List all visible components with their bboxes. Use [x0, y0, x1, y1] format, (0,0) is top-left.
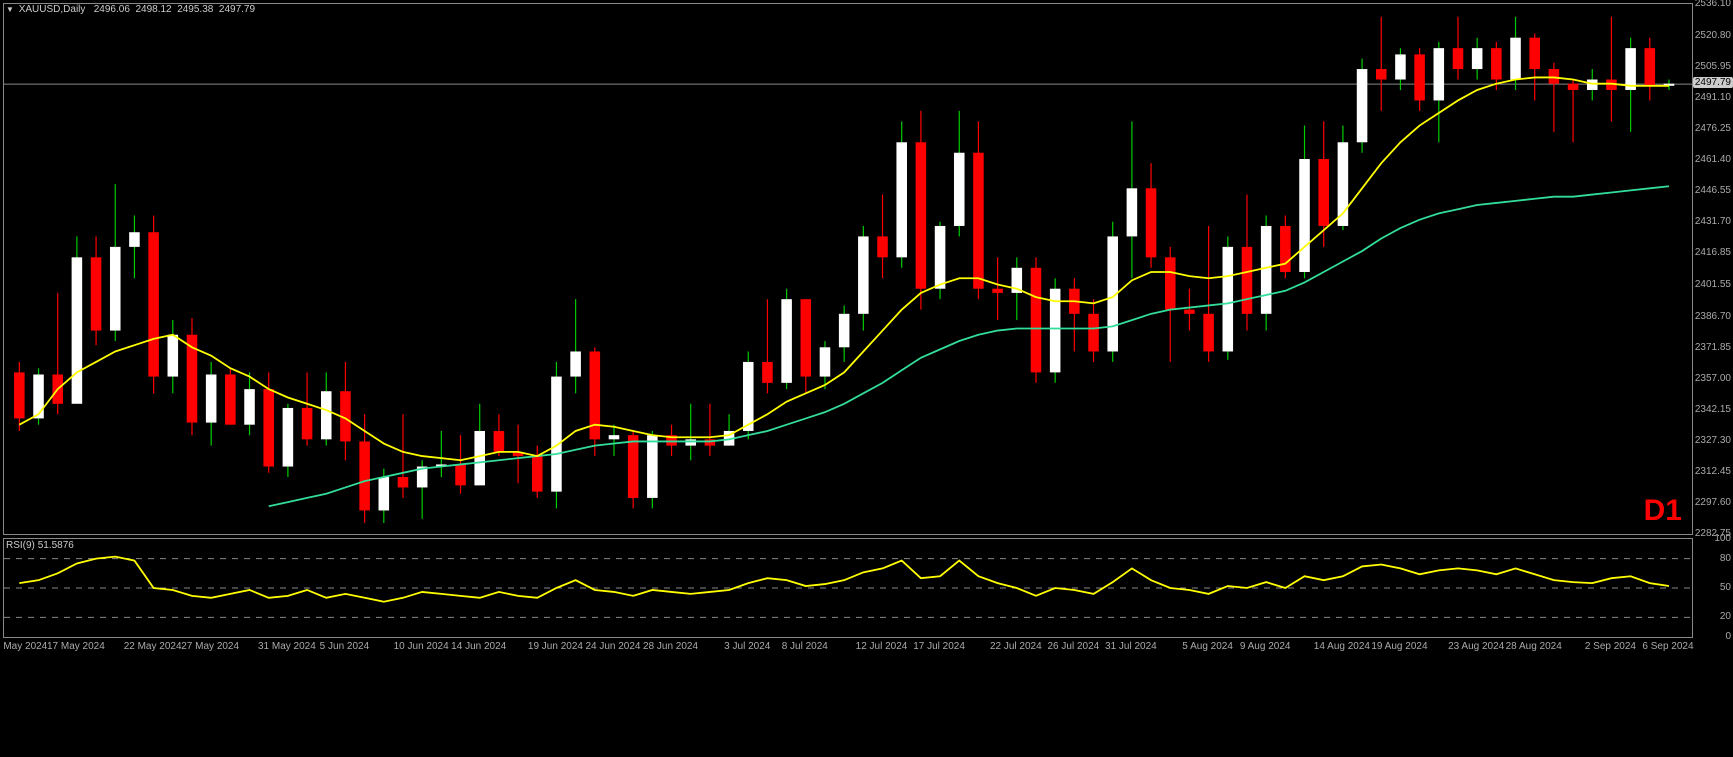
- price-tick: 2327.30: [1695, 435, 1731, 446]
- rsi-panel[interactable]: [3, 538, 1693, 638]
- price-chart-panel[interactable]: D1: [3, 3, 1693, 535]
- price-tick: 2491.10: [1695, 92, 1731, 103]
- date-tick: 23 Aug 2024: [1448, 641, 1504, 652]
- rsi-value-label: 51.5876: [38, 540, 74, 551]
- date-tick: 19 Jun 2024: [528, 641, 583, 652]
- date-tick: 27 May 2024: [181, 641, 239, 652]
- chart-header: ▼ XAUUSD,Daily 2496.06 2498.12 2495.38 2…: [6, 4, 255, 15]
- ohlc-low: 2495.38: [177, 4, 213, 15]
- date-tick: 2 Sep 2024: [1585, 641, 1636, 652]
- rsi-svg: [4, 539, 1692, 637]
- date-tick: 17 May 2024: [47, 641, 105, 652]
- price-tick: 2461.40: [1695, 154, 1731, 165]
- price-tick: 2416.85: [1695, 247, 1731, 258]
- current-price-box: 2497.79: [1693, 77, 1733, 88]
- rsi-title-label: RSI(9): [6, 540, 35, 551]
- date-tick: 24 Jun 2024: [585, 641, 640, 652]
- rsi-header: RSI(9) 51.5876: [6, 540, 74, 551]
- date-tick: 17 Jul 2024: [913, 641, 965, 652]
- price-tick: 2520.80: [1695, 30, 1731, 41]
- date-tick: 10 Jun 2024: [394, 641, 449, 652]
- date-tick: 19 Aug 2024: [1371, 641, 1427, 652]
- date-tick: 14 Jun 2024: [451, 641, 506, 652]
- price-tick: 2505.95: [1695, 61, 1731, 72]
- price-tick: 2357.00: [1695, 373, 1731, 384]
- price-tick: 2342.15: [1695, 404, 1731, 415]
- price-tick: 2312.45: [1695, 466, 1731, 477]
- period-label: Daily: [63, 4, 85, 15]
- price-chart-svg: [4, 4, 1692, 534]
- price-y-axis: 2282.752297.602312.452327.302342.152357.…: [1693, 3, 1733, 535]
- date-tick: 31 May 2024: [258, 641, 316, 652]
- ohlc-open: 2496.06: [94, 4, 130, 15]
- price-tick: 2297.60: [1695, 497, 1731, 508]
- rsi-tick: 20: [1720, 611, 1731, 622]
- rsi-y-axis: 0205080100: [1693, 538, 1733, 638]
- ohlc-close: 2497.79: [219, 4, 255, 15]
- rsi-tick: 0: [1725, 631, 1731, 642]
- collapse-icon[interactable]: ▼: [6, 5, 14, 14]
- date-tick: 3 Jul 2024: [724, 641, 770, 652]
- date-tick: 13 May 2024: [0, 641, 47, 652]
- timeframe-label: D1: [1644, 494, 1682, 528]
- date-tick: 14 Aug 2024: [1314, 641, 1370, 652]
- date-tick: 12 Jul 2024: [856, 641, 908, 652]
- ohlc-high: 2498.12: [135, 4, 171, 15]
- date-tick: 22 May 2024: [124, 641, 182, 652]
- price-tick: 2371.85: [1695, 342, 1731, 353]
- symbol-label: XAUUSD: [19, 4, 61, 15]
- rsi-tick: 80: [1720, 553, 1731, 564]
- chart-container: ▼ XAUUSD,Daily 2496.06 2498.12 2495.38 2…: [0, 0, 1733, 757]
- date-tick: 5 Aug 2024: [1182, 641, 1233, 652]
- date-tick: 26 Jul 2024: [1047, 641, 1099, 652]
- price-tick: 2431.70: [1695, 216, 1731, 227]
- date-tick: 5 Jun 2024: [320, 641, 370, 652]
- date-x-axis: 13 May 202417 May 2024 22 May 202427 May …: [3, 641, 1693, 657]
- date-tick: 22 Jul 2024: [990, 641, 1042, 652]
- rsi-tick: 50: [1720, 582, 1731, 593]
- price-tick: 2476.25: [1695, 123, 1731, 134]
- date-tick: 8 Jul 2024: [782, 641, 828, 652]
- price-tick: 2536.10: [1695, 0, 1731, 9]
- date-tick: 28 Aug 2024: [1506, 641, 1562, 652]
- rsi-tick: 100: [1714, 533, 1731, 544]
- date-tick: 6 Sep 2024: [1642, 641, 1693, 652]
- date-tick: 31 Jul 2024: [1105, 641, 1157, 652]
- date-tick: 28 Jun 2024: [643, 641, 698, 652]
- date-tick: 9 Aug 2024: [1240, 641, 1291, 652]
- price-tick: 2401.55: [1695, 279, 1731, 290]
- price-tick: 2386.70: [1695, 311, 1731, 322]
- price-tick: 2446.55: [1695, 185, 1731, 196]
